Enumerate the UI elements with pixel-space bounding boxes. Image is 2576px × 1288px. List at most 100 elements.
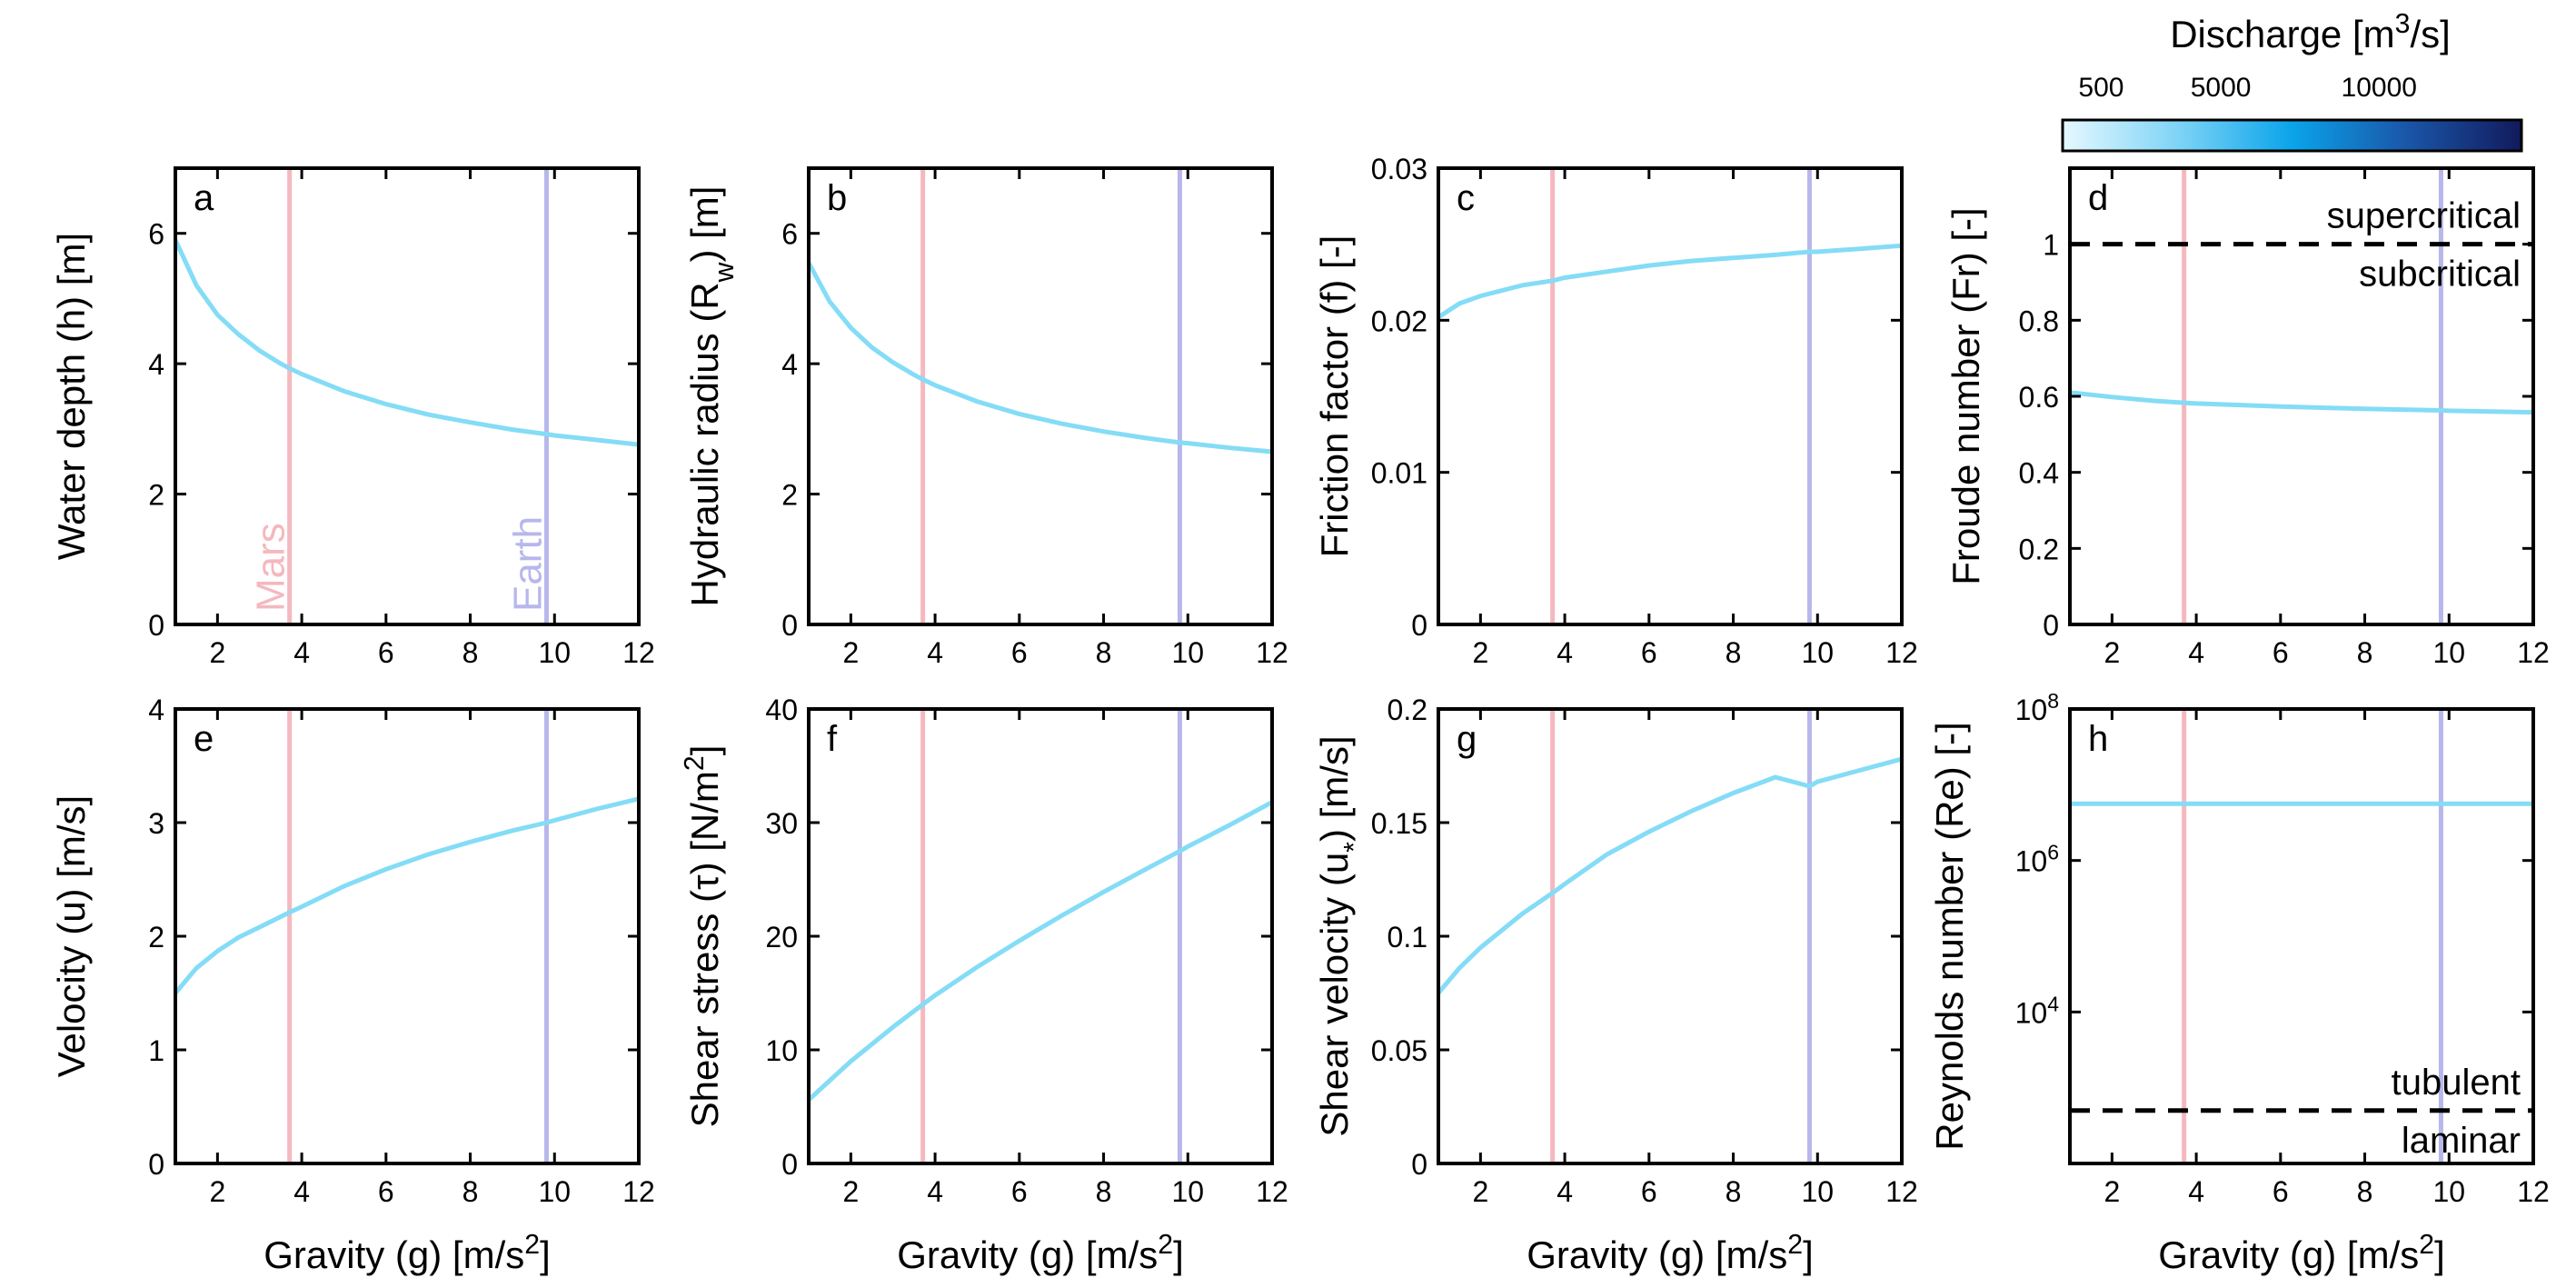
y-tick-label: 10: [765, 1034, 798, 1067]
x-tick-label: 10: [538, 636, 571, 669]
x-tick-label: 4: [2188, 636, 2204, 669]
y-axis-label: Velocity (u) [m/s]: [50, 795, 93, 1077]
x-tick-label: 2: [1472, 636, 1488, 669]
y-tick-label: 1: [2043, 229, 2059, 262]
x-tick-label: 8: [462, 1175, 479, 1208]
panel-letter: e: [194, 719, 214, 759]
y-tick-label: 0.4: [2019, 457, 2059, 490]
y-tick-label: 0.02: [1371, 305, 1427, 337]
x-tick-label: 10: [1801, 1175, 1834, 1208]
x-axis-label: Gravity (g) [m/s2]: [264, 1230, 551, 1277]
y-tick-label: 6: [148, 218, 164, 251]
x-tick-label: 2: [842, 636, 859, 669]
x-tick-label: 12: [2517, 636, 2550, 669]
panel-g: g 0 0.05 0.1 0.15 0.2 2 4 6 8 10 12 Shear velocity (…: [1313, 694, 1918, 1276]
x-tick-label: 10: [538, 1175, 571, 1208]
series-line: [1438, 243, 1902, 320]
colorbar: Discharge [m3/s] 500 5000 10000: [2061, 9, 2523, 153]
x-tick-label: 12: [622, 636, 655, 669]
x-tick-label: 10: [2432, 1175, 2465, 1208]
colorbar-bar: [2061, 118, 2523, 153]
x-tick-label: 8: [1096, 1175, 1112, 1208]
x-tick-label: 2: [2104, 636, 2120, 669]
axes-frame: [2068, 707, 2535, 1165]
x-axis-label: Gravity (g) [m/s2]: [1527, 1230, 1814, 1277]
colorbar-title: Discharge [m3/s]: [2170, 9, 2451, 56]
panel-letter: a: [194, 178, 214, 218]
regime-label-above: supercritical: [2327, 196, 2521, 236]
series-line: [809, 261, 1272, 454]
y-tick-label: 3: [148, 807, 164, 840]
x-tick-label: 8: [1096, 636, 1112, 669]
panel-d: supercriticalsubcriticald00.20.40.60.812…: [1944, 166, 2550, 669]
y-tick-label: 106: [2015, 841, 2059, 878]
y-tick-label: 0: [1411, 609, 1427, 642]
axes-frame: [2068, 166, 2535, 626]
series-line: [175, 238, 639, 447]
y-tick-label: 4: [148, 348, 164, 381]
x-tick-label: 4: [1557, 636, 1573, 669]
y-tick-label: 0.05: [1371, 1034, 1427, 1067]
panel-letter: g: [1457, 719, 1477, 759]
axes-frame: [1437, 166, 1904, 626]
x-tick-label: 2: [1472, 1175, 1488, 1208]
axes-frame: [807, 707, 1274, 1165]
x-tick-label: 12: [1256, 636, 1288, 669]
regime-label-below: subcritical: [2359, 255, 2521, 295]
x-tick-label: 8: [1726, 1175, 1742, 1208]
colorbar-tick-label: 10000: [2342, 73, 2417, 103]
x-tick-label: 4: [927, 1175, 943, 1208]
x-tick-label: 12: [1885, 636, 1918, 669]
x-tick-label: 6: [378, 1175, 394, 1208]
y-axis-label: Froude number (Fr) [-]: [1944, 207, 1987, 584]
y-tick-label: 0.15: [1371, 807, 1427, 840]
y-tick-label: 0.2: [1387, 694, 1427, 726]
x-tick-label: 4: [293, 636, 310, 669]
x-tick-label: 2: [842, 1175, 859, 1208]
panel-letter: d: [2088, 178, 2108, 218]
x-tick-label: 2: [2104, 1175, 2120, 1208]
y-tick-label: 0: [148, 1148, 164, 1181]
x-tick-label: 6: [1011, 1175, 1028, 1208]
series-line: [2070, 390, 2533, 415]
x-tick-label: 8: [2357, 636, 2373, 669]
y-tick-label: 0.6: [2019, 381, 2059, 414]
x-tick-label: 6: [1011, 636, 1028, 669]
series-line: [809, 800, 1272, 1102]
y-tick-label: 1: [148, 1034, 164, 1067]
x-tick-label: 12: [1256, 1175, 1288, 1208]
x-tick-label: 4: [2188, 1175, 2204, 1208]
y-tick-label: 0: [148, 609, 164, 642]
x-tick-label: 4: [927, 636, 943, 669]
regime-label-above: tubulent: [2392, 1063, 2521, 1103]
y-tick-label: 0.2: [2019, 533, 2059, 565]
y-tick-label: 4: [148, 694, 164, 726]
y-tick-label: 30: [765, 807, 798, 840]
y-tick-label: 0.01: [1371, 457, 1427, 490]
y-tick-label: 4: [781, 348, 798, 381]
y-tick-label: 6: [781, 218, 798, 251]
y-tick-label: 2: [148, 479, 164, 512]
x-tick-label: 10: [2432, 636, 2465, 669]
x-tick-label: 10: [1171, 1175, 1204, 1208]
x-tick-label: 2: [209, 636, 225, 669]
x-tick-label: 6: [2273, 1175, 2289, 1208]
axes-frame: [174, 166, 641, 626]
panel-c: c 0 0.01 0.02 0.03 2 4 6 8 10 12 Friction factor (f…: [1313, 153, 1918, 669]
y-axis-label: Reynolds number (Re) [-]: [1928, 722, 1971, 1151]
y-tick-label: 0: [1411, 1148, 1427, 1181]
y-tick-label: 2: [781, 479, 798, 512]
panel-h: tubulent laminar h 104 106 108 2 4 6 8 10 12 Reynold…: [1928, 689, 2550, 1276]
y-axis-label: Hydraulic radius (Rw) [m]: [683, 186, 740, 607]
x-tick-label: 4: [293, 1175, 310, 1208]
x-axis-label: Gravity (g) [m/s2]: [897, 1230, 1184, 1277]
panel-b: b 0 2 4 6 2 4 6 8 10 12 Hydraulic radius (Rw) [m]: [683, 166, 1288, 669]
x-tick-label: 6: [2273, 636, 2289, 669]
x-tick-label: 6: [1641, 636, 1657, 669]
x-tick-label: 8: [462, 636, 479, 669]
x-tick-label: 12: [1885, 1175, 1918, 1208]
colorbar-tick-label: 500: [2078, 73, 2123, 103]
x-tick-label: 2: [209, 1175, 225, 1208]
